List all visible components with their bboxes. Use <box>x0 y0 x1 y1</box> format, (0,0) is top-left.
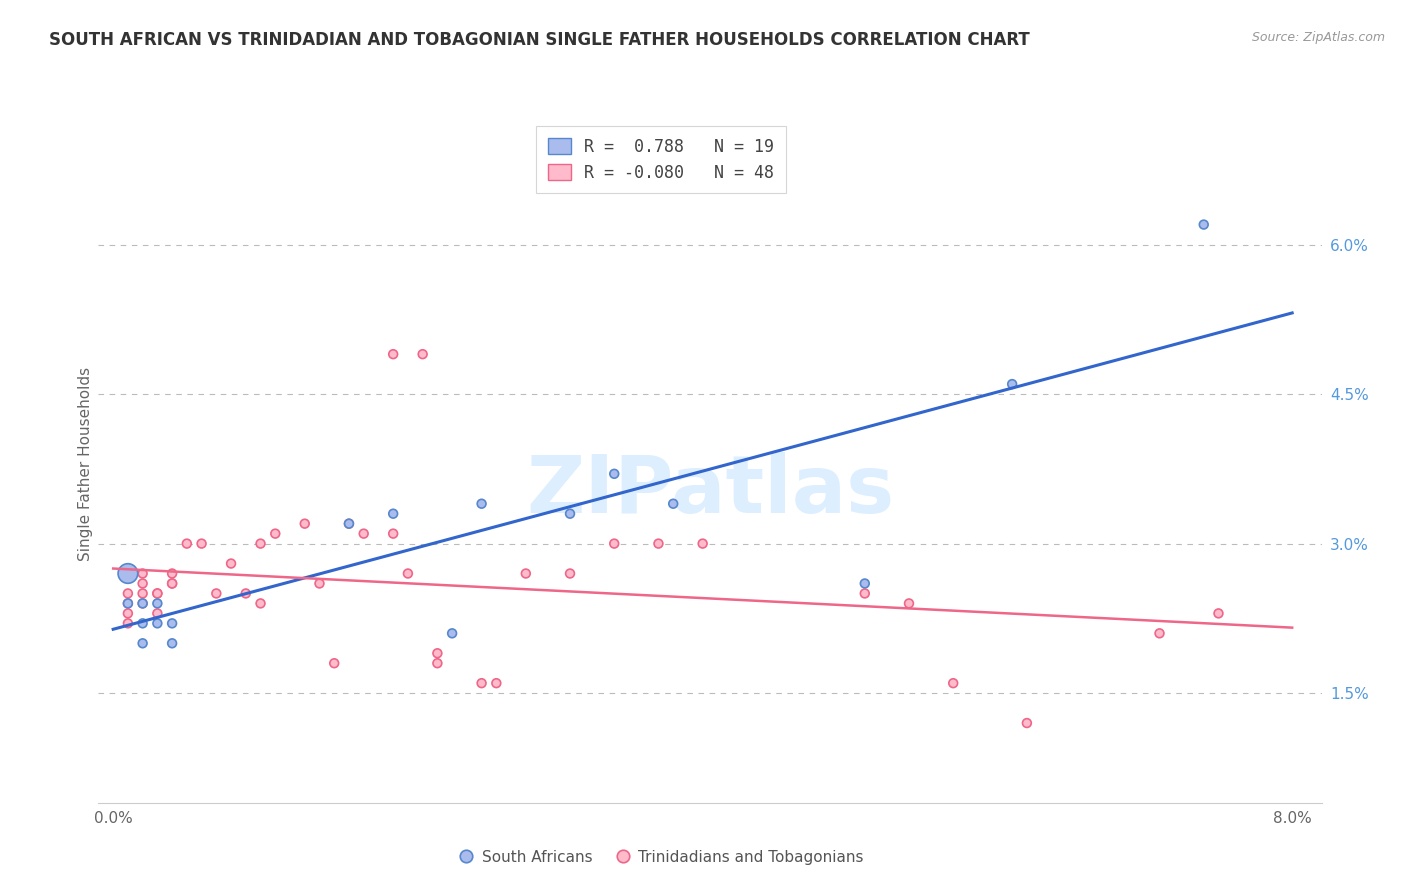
Point <box>176 536 198 550</box>
Point <box>264 526 287 541</box>
Point <box>471 676 494 690</box>
Point <box>603 536 626 550</box>
Point <box>1001 377 1024 392</box>
Point <box>235 586 257 600</box>
Point <box>131 566 153 581</box>
Point <box>160 636 183 650</box>
Point <box>249 536 271 550</box>
Point <box>471 497 494 511</box>
Point <box>898 596 921 610</box>
Point <box>205 586 228 600</box>
Point <box>647 536 669 550</box>
Point <box>382 347 405 361</box>
Point <box>412 347 434 361</box>
Point <box>160 576 183 591</box>
Point <box>146 607 169 621</box>
Point <box>396 566 419 581</box>
Point <box>485 676 508 690</box>
Point <box>160 576 183 591</box>
Point <box>190 536 212 550</box>
Point <box>353 526 375 541</box>
Point <box>131 636 153 650</box>
Point <box>692 536 714 550</box>
Point <box>1149 626 1171 640</box>
Point <box>337 516 360 531</box>
Point <box>117 596 139 610</box>
Point <box>117 566 139 581</box>
Point <box>558 566 581 581</box>
Y-axis label: Single Father Households: Single Father Households <box>77 367 93 561</box>
Point <box>382 507 405 521</box>
Point <box>1192 218 1215 232</box>
Text: ZIPatlas: ZIPatlas <box>526 452 894 530</box>
Point <box>308 576 330 591</box>
Point <box>160 616 183 631</box>
Point <box>323 657 346 671</box>
Point <box>117 596 139 610</box>
Point <box>146 586 169 600</box>
Point <box>662 497 685 511</box>
Point <box>337 516 360 531</box>
Point <box>131 576 153 591</box>
Point <box>558 507 581 521</box>
Point <box>249 596 271 610</box>
Point <box>426 646 449 660</box>
Point <box>117 566 139 581</box>
Point <box>441 626 464 640</box>
Text: Source: ZipAtlas.com: Source: ZipAtlas.com <box>1251 31 1385 45</box>
Point <box>146 586 169 600</box>
Point <box>160 566 183 581</box>
Point <box>942 676 965 690</box>
Point <box>515 566 537 581</box>
Point <box>117 616 139 631</box>
Point <box>294 516 316 531</box>
Point <box>131 586 153 600</box>
Point <box>117 586 139 600</box>
Point <box>117 566 139 581</box>
Point <box>382 526 405 541</box>
Point <box>853 586 876 600</box>
Point <box>146 616 169 631</box>
Point <box>117 607 139 621</box>
Text: SOUTH AFRICAN VS TRINIDADIAN AND TOBAGONIAN SINGLE FATHER HOUSEHOLDS CORRELATION: SOUTH AFRICAN VS TRINIDADIAN AND TOBAGON… <box>49 31 1031 49</box>
Point <box>131 596 153 610</box>
Point <box>853 576 876 591</box>
Point <box>426 657 449 671</box>
Point <box>131 596 153 610</box>
Point <box>146 596 169 610</box>
Point <box>131 616 153 631</box>
Point <box>1015 716 1038 731</box>
Point <box>603 467 626 481</box>
Point <box>1208 607 1230 621</box>
Point <box>219 557 242 571</box>
Legend: South Africans, Trinidadians and Tobagonians: South Africans, Trinidadians and Tobagon… <box>451 843 872 873</box>
